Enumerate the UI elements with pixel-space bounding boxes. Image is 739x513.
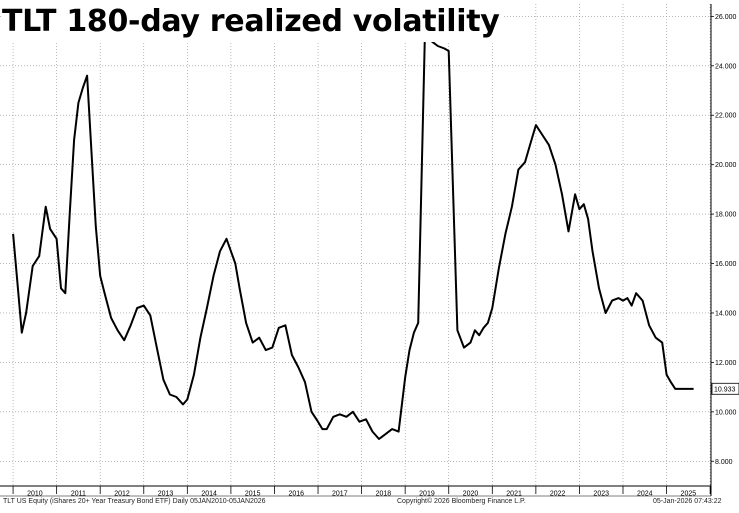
x-tick-label: 2025 — [681, 491, 697, 498]
y-tick-label: 26.000 — [715, 14, 737, 21]
footer-source: TLT US Equity (iShares 20+ Year Treasury… — [3, 498, 266, 505]
y-tick-label: 24.000 — [715, 63, 737, 70]
y-tick-label: 16.000 — [715, 261, 737, 268]
x-tick-label: 2023 — [593, 491, 609, 498]
last-value-label: 10.933 — [714, 386, 736, 393]
x-tick-label: 2021 — [506, 491, 522, 498]
x-tick-label: 2024 — [637, 491, 653, 498]
last-value-badge — [711, 382, 739, 395]
series-layer — [12, 37, 694, 440]
x-tick-label: 2011 — [71, 491, 86, 498]
y-tick-label: 12.000 — [715, 360, 737, 367]
y-tick-label: 22.000 — [715, 113, 737, 120]
series-line — [12, 37, 694, 440]
footer-timestamp: 05-Jan-2026 07:43:22 — [653, 498, 722, 505]
y-tick-label: 14.000 — [715, 310, 737, 317]
y-tick-label: 18.000 — [715, 212, 737, 219]
x-tick-label: 2020 — [463, 491, 479, 498]
axis-layer: 8.000 10.000 12.000 14.000 16.000 18.000 20.00… — [0, 4, 739, 498]
x-tick-label: 2013 — [158, 491, 174, 498]
x-tick-label: 2015 — [245, 491, 261, 498]
y-tick-label: 20.000 — [715, 162, 737, 169]
x-tick-label: 2017 — [332, 491, 348, 498]
x-tick-label: 2018 — [376, 491, 392, 498]
x-tick-label: 2012 — [114, 491, 130, 498]
x-tick-label: 2010 — [27, 491, 43, 498]
footer-copyright: Copyright© 2026 Bloomberg Finance L.P. — [397, 498, 526, 505]
y-tick-label: 10.000 — [715, 409, 737, 416]
x-tick-label: 2022 — [550, 491, 566, 498]
grid-layer — [0, 4, 711, 486]
x-tick-label: 2019 — [419, 491, 435, 498]
chart-footer: TLT US Equity (iShares 20+ Year Treasury… — [0, 497, 739, 508]
x-tick-label: 2014 — [201, 491, 217, 498]
y-tick-label: 8.000 — [715, 459, 733, 466]
chart-title: TLT 180-day realized volatility — [2, 2, 504, 42]
x-tick-label: 2016 — [288, 491, 304, 498]
